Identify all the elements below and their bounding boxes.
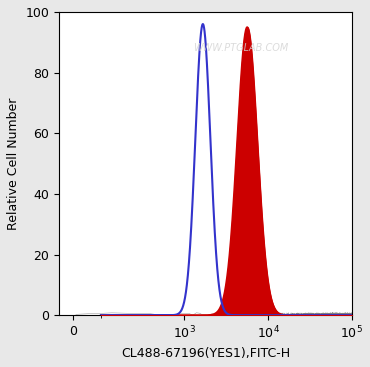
Text: WWW.PTGLAB.COM: WWW.PTGLAB.COM xyxy=(193,43,288,53)
Y-axis label: Relative Cell Number: Relative Cell Number xyxy=(7,97,20,230)
X-axis label: CL488-67196(YES1),FITC-H: CL488-67196(YES1),FITC-H xyxy=(121,347,290,360)
